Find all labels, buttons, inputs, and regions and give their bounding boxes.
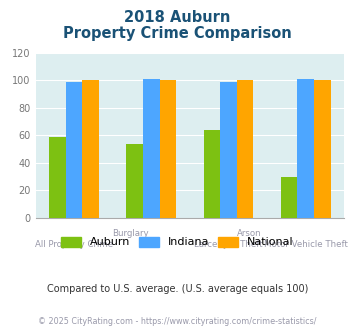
Bar	[281, 177, 297, 218]
Bar	[160, 80, 176, 218]
Text: Compared to U.S. average. (U.S. average equals 100): Compared to U.S. average. (U.S. average …	[47, 284, 308, 294]
Bar	[82, 80, 99, 218]
Text: © 2025 CityRating.com - https://www.cityrating.com/crime-statistics/: © 2025 CityRating.com - https://www.city…	[38, 317, 317, 326]
Bar	[314, 80, 331, 218]
Text: All Property Crime: All Property Crime	[35, 240, 113, 249]
Bar	[143, 79, 160, 218]
Legend: Auburn, Indiana, National: Auburn, Indiana, National	[56, 232, 299, 252]
Bar	[49, 137, 66, 218]
Text: Motor Vehicle Theft: Motor Vehicle Theft	[264, 240, 348, 249]
Text: Property Crime Comparison: Property Crime Comparison	[63, 26, 292, 41]
Bar	[220, 82, 237, 218]
Text: Arson: Arson	[237, 229, 262, 238]
Bar	[237, 80, 253, 218]
Text: Burglary: Burglary	[112, 229, 149, 238]
Bar	[297, 79, 314, 218]
Bar	[203, 130, 220, 218]
Bar	[126, 144, 143, 218]
Bar	[66, 82, 82, 218]
Text: Larceny & Theft: Larceny & Theft	[194, 240, 263, 249]
Text: 2018 Auburn: 2018 Auburn	[124, 10, 231, 25]
